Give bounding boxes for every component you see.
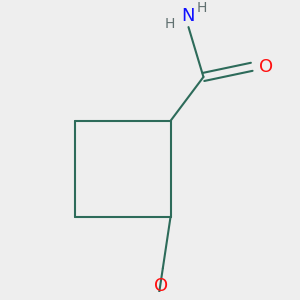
Text: N: N [182, 8, 195, 26]
Text: H: H [197, 1, 207, 15]
Text: O: O [259, 58, 273, 76]
Text: H: H [164, 17, 175, 31]
Text: O: O [154, 277, 168, 295]
